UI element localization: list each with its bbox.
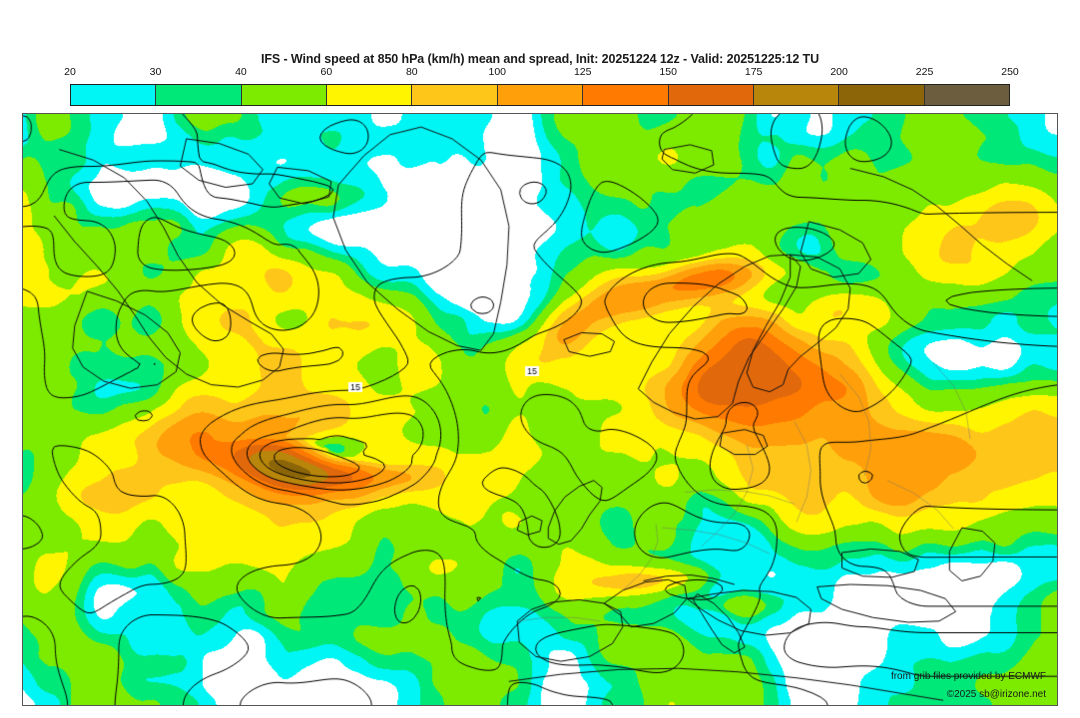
colorbar-tick-40: 40 [235,66,247,78]
colorbar-band-5 [497,85,584,105]
colorbar-band-1 [156,85,242,105]
colorbar-tick-80: 80 [405,66,418,78]
colorbar-tick-labels: 20 30 40 60 80 100 125 150 175 200 225 250 [64,66,1019,82]
page-title: IFS - Wind speed at 850 hPa (km/h) mean … [260,52,820,66]
map-frame[interactable] [22,113,1058,706]
colorbar-tick-250: 250 [1001,66,1019,78]
colorbar-tick-175: 175 [744,66,763,78]
colorbar-band-3 [327,85,413,105]
colorbar: 20 30 40 60 80 100 125 150 175 200 225 250 [64,66,1019,108]
colorbar-band-7 [668,85,754,105]
colorbar-tick-100: 100 [488,66,507,78]
colorbar-band-10 [924,85,1009,105]
attribution-copyright: ©2025 sb@irizone.net [946,689,1046,700]
colorbar-tick-200: 200 [830,66,848,78]
colorbar-tick-225: 225 [915,66,934,78]
colorbar-band-0 [71,85,157,105]
colorbar-band-6 [583,85,669,105]
attribution-source: from grib files provided by ECMWF [890,671,1046,682]
colorbar-band-8 [753,85,840,105]
colorbar-tick-20: 20 [64,66,76,78]
colorbar-band-2 [241,85,328,105]
colorbar-bands [70,84,1010,106]
colorbar-tick-60: 60 [320,66,333,78]
colorbar-tick-125: 125 [573,66,592,78]
colorbar-band-9 [839,85,925,105]
colorbar-band-4 [412,85,498,105]
colorbar-tick-30: 30 [149,66,162,78]
colorbar-tick-150: 150 [659,66,677,78]
weather-map-canvas[interactable] [23,114,1057,705]
